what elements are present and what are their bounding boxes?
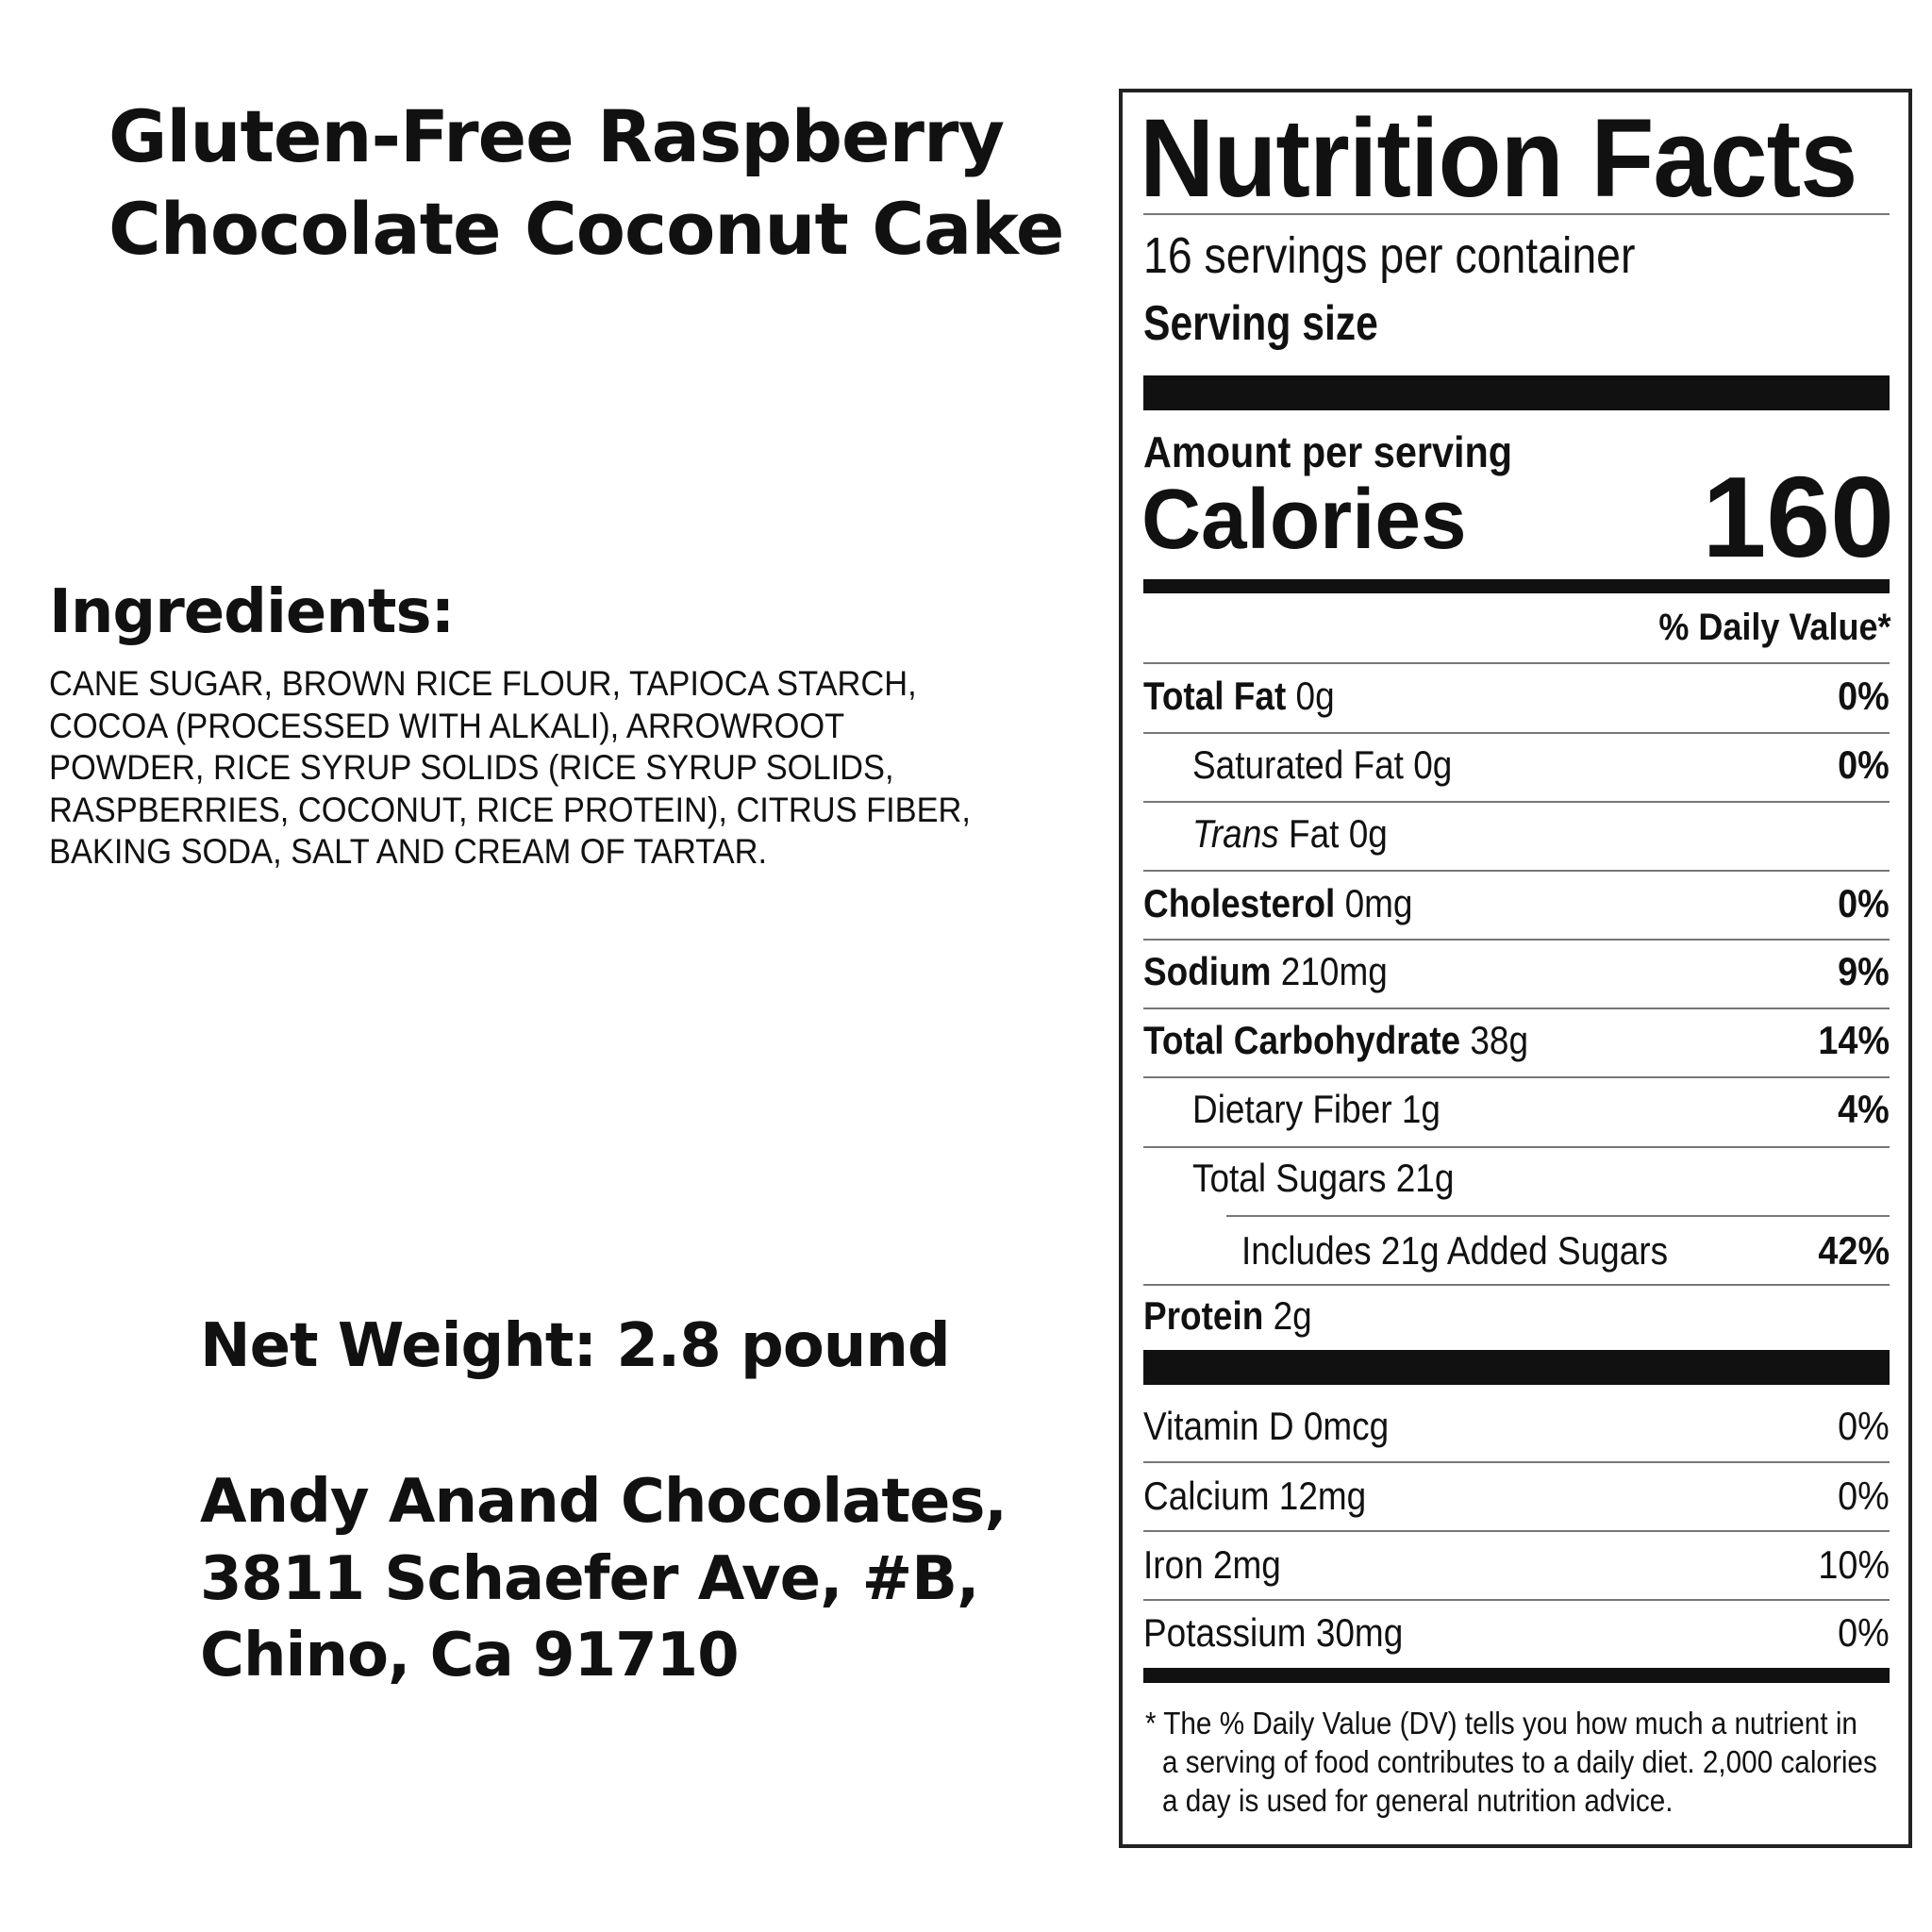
vitamin-row-iron: Iron 2mg 10% [1143,1537,1890,1593]
address-line: 3811 Schaefer Ave, #B, [200,1544,979,1614]
nutrient-row-dietary-fiber: Dietary Fiber 1g 4% [1143,1081,1890,1138]
vitamin-name: Vitamin D [1143,1404,1294,1448]
nutrient-row-cholesterol: Cholesterol 0mg 0% [1143,875,1890,932]
divider [1143,1146,1890,1148]
net-weight: Net Weight: 2.8 pound [200,1311,951,1381]
nutrient-amount: 38g [1470,1018,1529,1062]
divider [1143,213,1890,215]
nutrient-row-total-carbohydrate: Total Carbohydrate 38g 14% [1143,1012,1890,1069]
divider [1226,1215,1890,1217]
medium-divider [1143,579,1890,593]
medium-divider [1143,1668,1890,1683]
nutrient-row-total-fat: Total Fat 0g 0% [1143,668,1890,724]
footnote: * The % Daily Value (DV) tells you how m… [1145,1704,1877,1820]
nutrient-name: Total Sugars [1192,1156,1387,1200]
vitamin-amount: 0mcg [1303,1404,1390,1448]
divider [1143,870,1890,872]
nutrient-amount: 1g [1401,1087,1441,1131]
thick-divider [1143,1350,1890,1385]
nutrient-name: Saturated Fat [1192,742,1404,787]
vitamin-dv: 10% [1818,1542,1890,1587]
divider [1143,1530,1890,1532]
calories-label: Calories [1141,473,1467,567]
ingredients-line: POWDER, RICE SYRUP SOLIDS (RICE SYRUP SO… [49,748,894,787]
nutrient-name: Protein [1143,1293,1264,1338]
divider [1143,1461,1890,1463]
servings-per-container: 16 servings per container [1143,227,1636,284]
address-line: Andy Anand Chocolates, [200,1467,1008,1537]
address-line: Chino, Ca 91710 [200,1621,740,1690]
nutrient-name: Dietary Fiber [1192,1087,1392,1131]
nutrient-name: Total Fat [1143,674,1287,718]
divider [1143,1076,1890,1078]
nutrient-dv: 0% [1838,881,1890,925]
nutrient-amount: 210mg [1280,949,1388,993]
daily-value-header: % Daily Value* [1657,607,1890,648]
nutrient-dv: 0% [1838,742,1890,787]
nutrient-dv: 9% [1838,949,1890,993]
footnote-line: * The % Daily Value (DV) tells you how m… [1145,1706,1857,1740]
calories-value: 160 [1702,453,1894,581]
vitamin-dv: 0% [1838,1610,1890,1655]
nutrient-name: Sodium [1143,949,1272,993]
vitamin-row-calcium: Calcium 12mg 0% [1143,1468,1890,1524]
divider [1143,939,1890,941]
amount-per-serving-label: Amount per serving [1143,427,1513,476]
nutrient-name: Includes 21g Added Sugars [1241,1228,1669,1273]
footnote-line: a serving of food contributes to a daily… [1162,1744,1877,1779]
nutrient-name: Cholesterol [1143,881,1336,925]
nutrient-row-protein: Protein 2g [1143,1288,1890,1344]
vitamin-name: Iron [1143,1542,1204,1587]
nutrition-facts-panel [1119,89,1912,1848]
divider [1143,1008,1890,1009]
footnote-line: a day is used for general nutrition advi… [1162,1783,1674,1818]
ingredients-line: COCOA (PROCESSED WITH ALKALI), ARROWROOT [49,706,845,745]
divider [1143,732,1890,734]
vitamin-row-vitamin-d: Vitamin D 0mcg 0% [1143,1398,1890,1455]
ingredients-line: CANE SUGAR, BROWN RICE FLOUR, TAPIOCA ST… [49,664,917,703]
nutrient-row-total-sugars: Total Sugars 21g [1143,1150,1890,1207]
nutrient-amount: 2g [1273,1293,1312,1338]
divider [1143,1599,1890,1601]
nutrient-row-saturated-fat: Saturated Fat 0g 0% [1143,737,1890,793]
vitamin-row-potassium: Potassium 30mg 0% [1143,1605,1890,1661]
nutrient-dv: 42% [1818,1228,1890,1273]
ingredients-heading: Ingredients: [49,577,455,647]
vitamin-amount: 2mg [1212,1542,1281,1587]
product-title-line2: Chocolate Coconut Cake [108,187,1064,271]
thick-divider [1143,375,1890,410]
nutrient-row-trans-fat: Trans Fat 0g [1143,806,1890,862]
nutrient-amount: 0g [1295,674,1335,718]
ingredients-list: CANE SUGAR, BROWN RICE FLOUR, TAPIOCA ST… [49,663,1041,874]
vitamin-name: Calcium [1143,1474,1270,1518]
divider [1143,662,1890,664]
nutrient-dv: 4% [1838,1087,1890,1131]
vitamin-name: Potassium [1143,1610,1307,1655]
nutrient-name: Total Carbohydrate [1143,1018,1461,1062]
divider [1143,1284,1890,1286]
nutrient-name-suffix: Fat [1289,811,1340,856]
nutrient-dv: 14% [1818,1018,1890,1062]
product-title-line1: Gluten-Free Raspberry [108,94,1005,178]
vitamin-dv: 0% [1838,1474,1890,1518]
nutrient-amount: 0g [1413,742,1453,787]
ingredients-line: RASPBERRIES, COCONUT, RICE PROTEIN), CIT… [49,790,971,829]
nutrient-row-sodium: Sodium 210mg 9% [1143,943,1890,1000]
nutrient-amount: 0g [1348,811,1388,856]
nutrient-name: Trans [1192,811,1279,856]
nutrient-amount: 0mg [1344,881,1413,925]
nutrient-amount: 21g [1395,1156,1455,1200]
vitamin-amount: 12mg [1278,1474,1367,1518]
serving-size-label: Serving size [1143,296,1378,351]
nutrient-row-added-sugars: Includes 21g Added Sugars 42% [1143,1223,1890,1279]
ingredients-line: BAKING SODA, SALT AND CREAM OF TARTAR. [49,832,768,871]
vitamin-dv: 0% [1838,1404,1890,1448]
nutrition-title: Nutrition Facts [1140,96,1857,221]
vitamin-amount: 30mg [1315,1610,1404,1655]
nutrient-dv: 0% [1838,674,1890,718]
divider [1143,801,1890,803]
